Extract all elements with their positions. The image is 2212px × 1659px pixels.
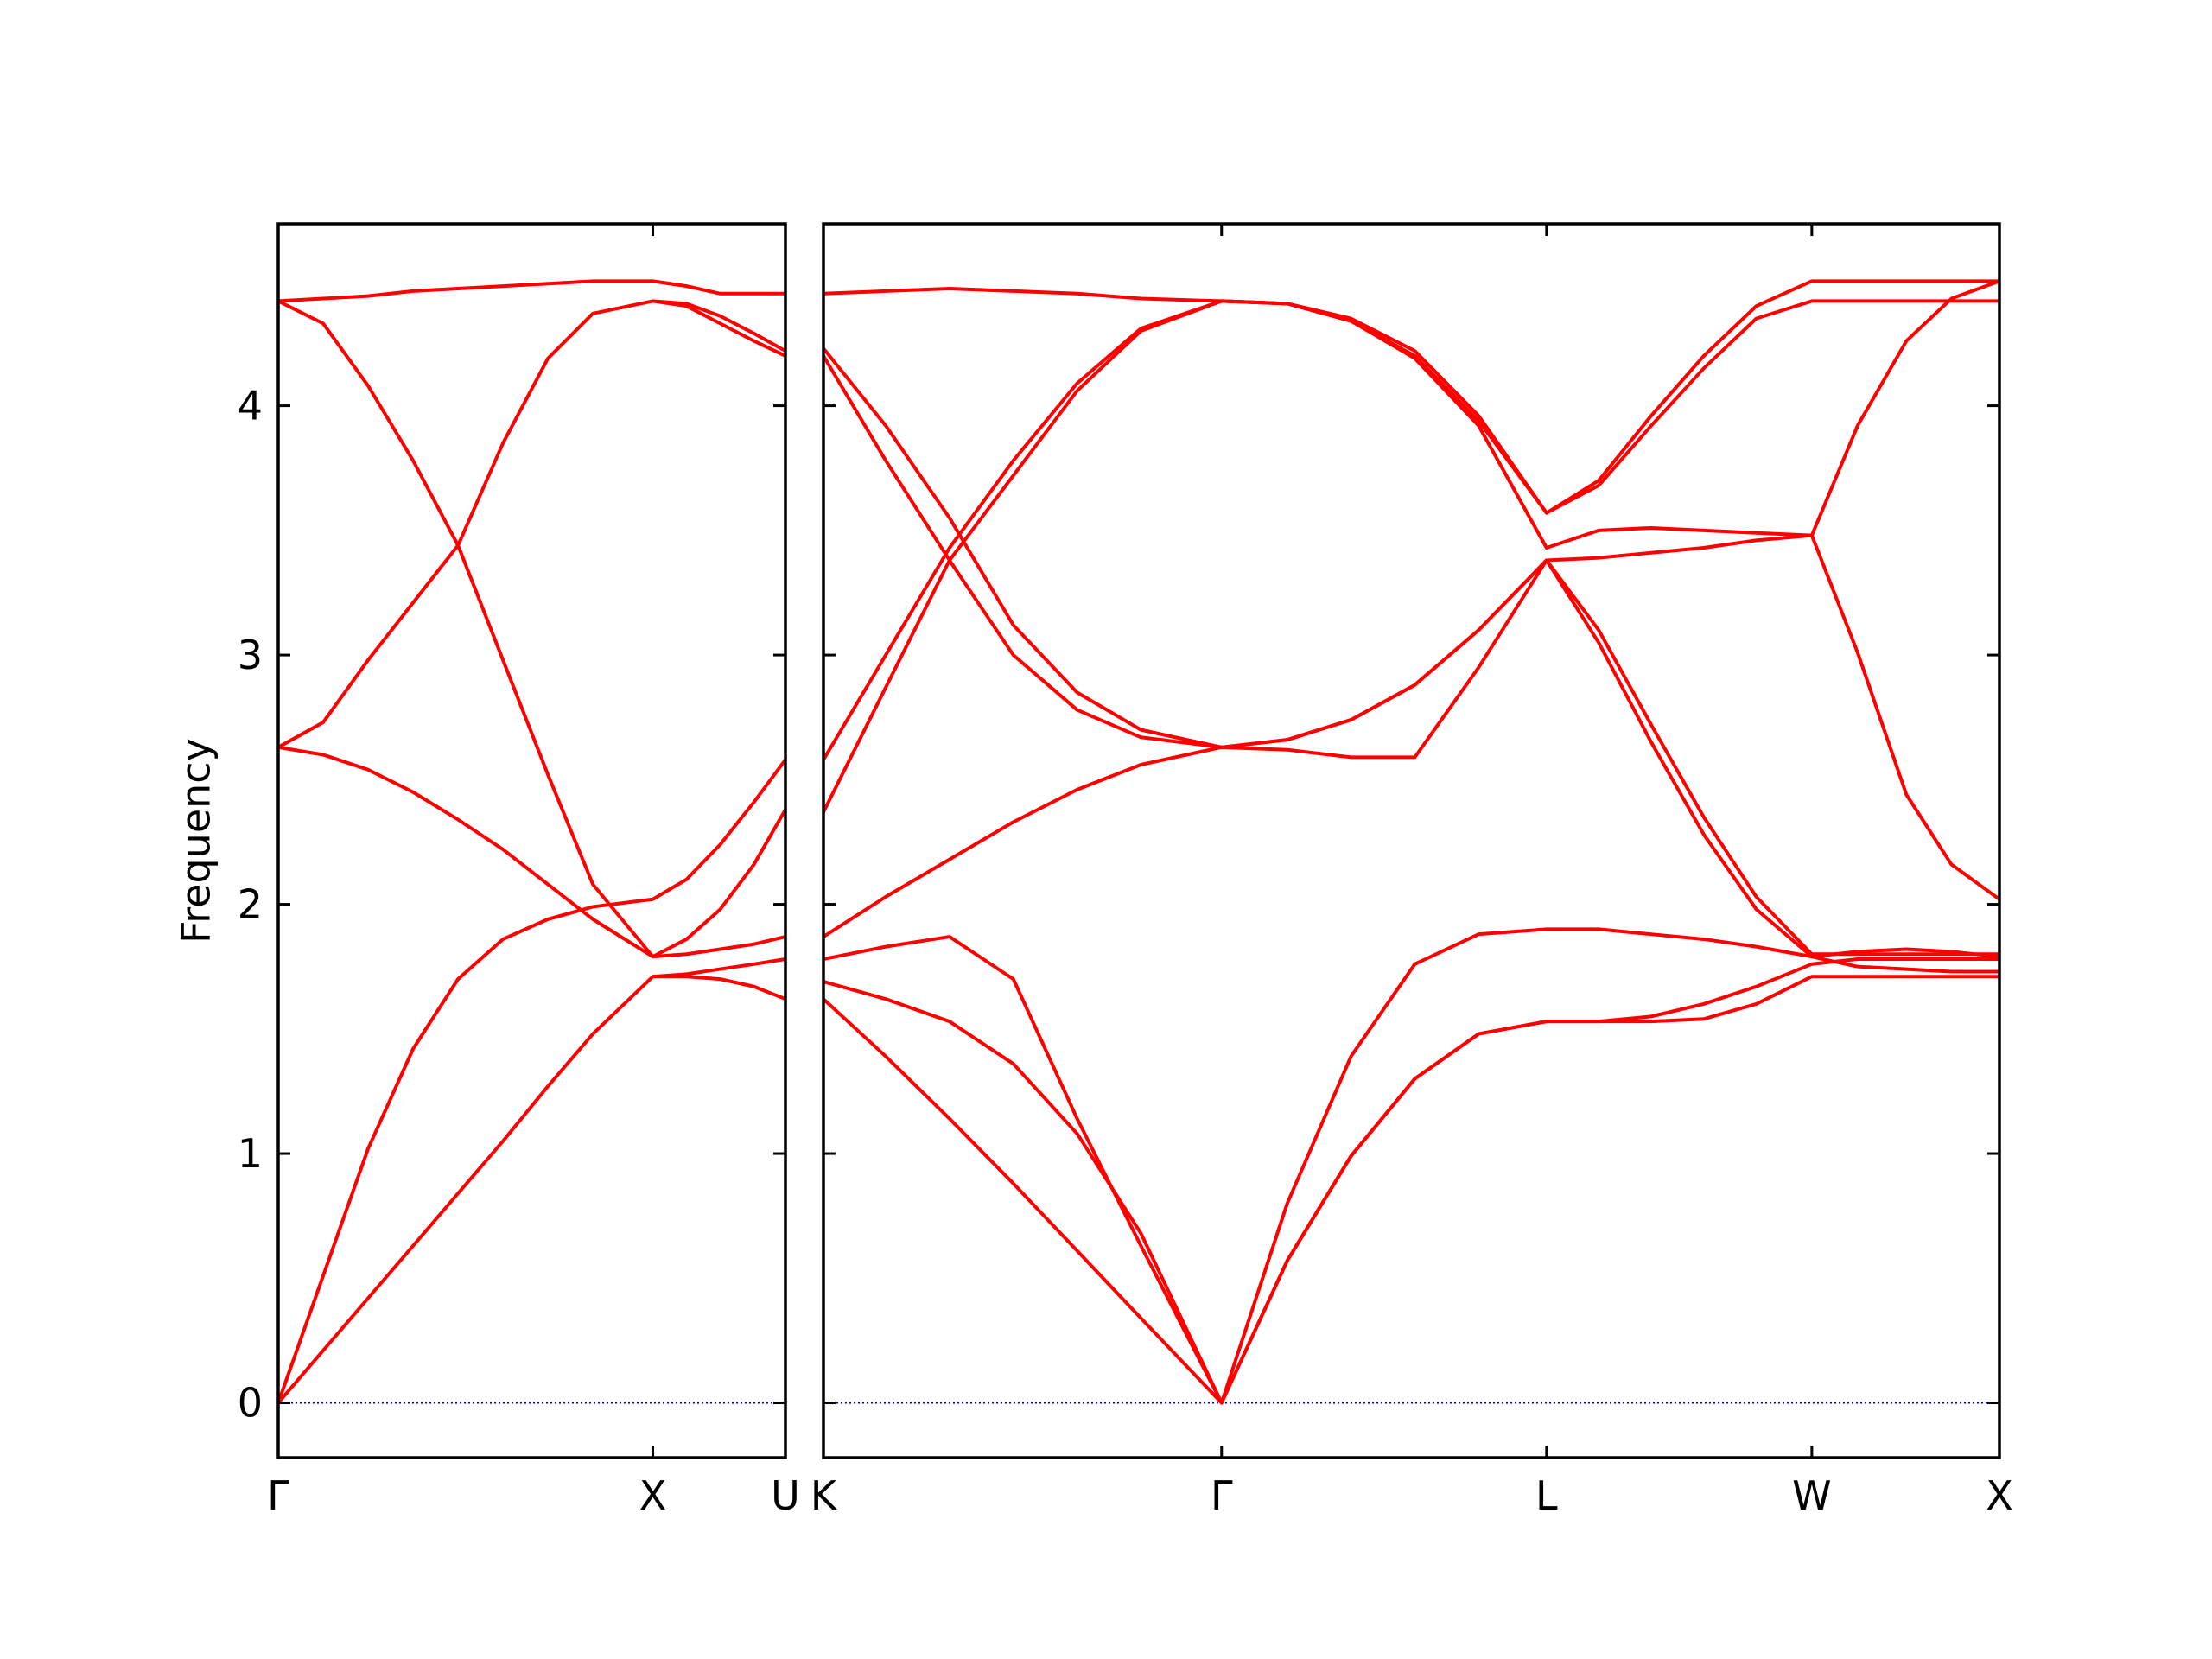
band-line [278, 745, 785, 959]
band-line [823, 533, 1999, 938]
x-tick-label: W [1792, 1472, 1831, 1519]
axes-frame [822, 222, 2001, 1459]
band-line [278, 279, 785, 303]
plot-area [823, 279, 1999, 1405]
y-tick-label: 3 [238, 632, 263, 678]
x-tick-label: Γ [267, 1472, 289, 1519]
x-tick-label: U [771, 1472, 800, 1519]
bands [823, 279, 1999, 1405]
x-tick-label: L [1535, 1472, 1558, 1519]
y-tick-label: 2 [238, 881, 263, 928]
x-tick-label: X [639, 1472, 667, 1519]
axes-frame [276, 222, 787, 1459]
band-line [652, 299, 785, 353]
x-tick-label: X [1986, 1472, 2013, 1519]
bands [278, 279, 785, 1404]
y-tick-label: 4 [238, 383, 263, 429]
x-tick-label: Γ [1211, 1472, 1233, 1519]
y-tick-label: 0 [238, 1380, 263, 1427]
band-line [823, 279, 1999, 813]
band-line [823, 935, 1999, 1405]
band-line [652, 957, 785, 979]
band-line [278, 299, 785, 749]
band-line [278, 299, 785, 959]
band-line [278, 975, 785, 1404]
plot-area [278, 279, 785, 1404]
x-tick-label: K [810, 1472, 838, 1519]
band-line [823, 346, 1999, 957]
y-tick-label: 1 [238, 1130, 263, 1177]
y-axis-label: Frequency [173, 738, 219, 944]
band-line [823, 279, 1999, 761]
band-line [278, 759, 785, 1404]
band-line [823, 287, 1999, 515]
